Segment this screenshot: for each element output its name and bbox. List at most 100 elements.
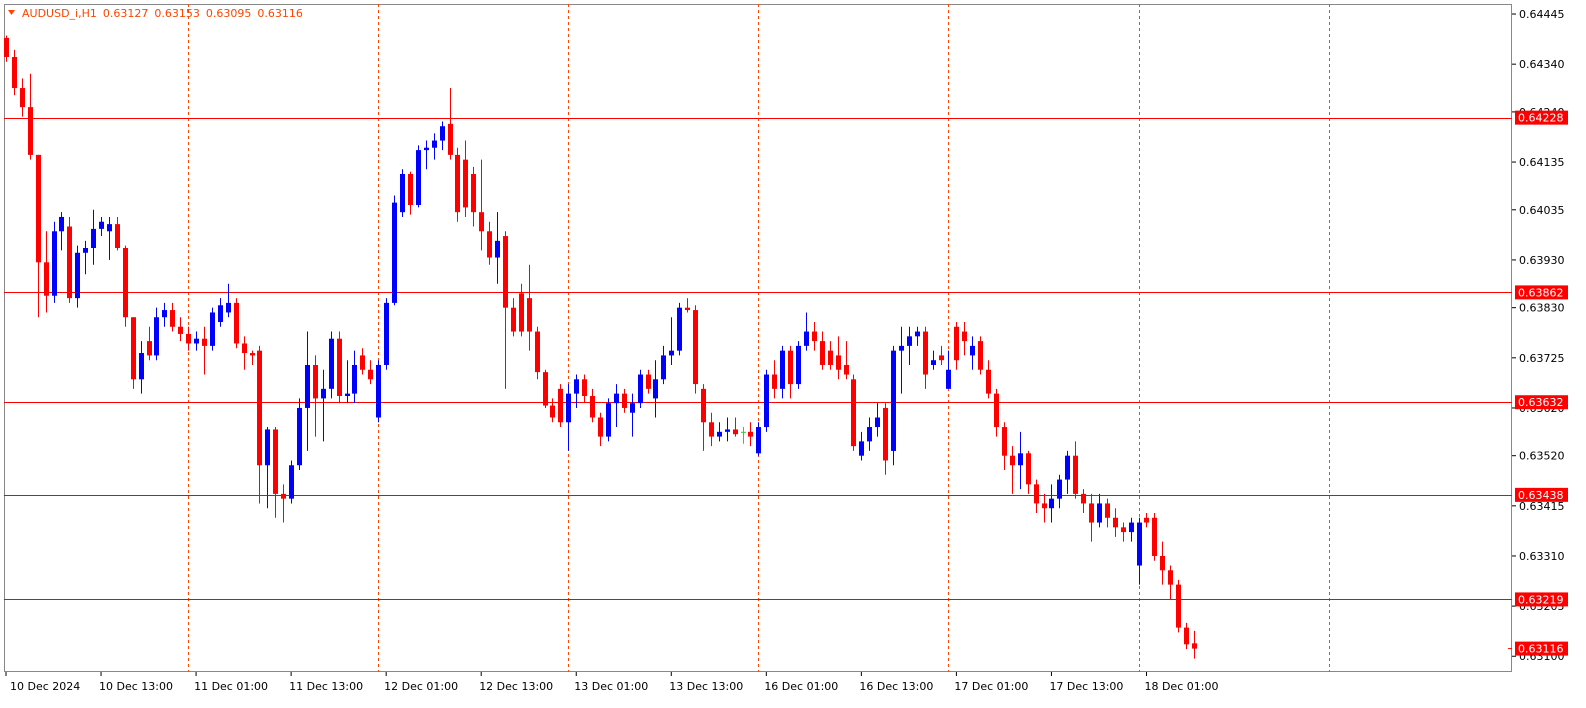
candle-body	[606, 403, 611, 437]
candle-body	[503, 236, 508, 308]
candle-body	[883, 407, 888, 461]
candle-body	[978, 341, 983, 370]
candle-body	[1089, 503, 1094, 523]
candle-body	[653, 379, 658, 399]
candle-body	[440, 126, 445, 141]
candle-body	[915, 331, 920, 337]
candle-body	[448, 123, 453, 155]
price-label-box	[1515, 110, 1568, 125]
candle-body	[487, 231, 492, 258]
candle-body	[52, 231, 57, 296]
candle-body	[210, 312, 215, 346]
candle-body	[265, 429, 270, 466]
candle-body	[226, 302, 231, 313]
y-tick-label: 0.64445	[1519, 8, 1565, 21]
candle-body	[20, 88, 25, 108]
candle-body	[519, 293, 524, 332]
price-label-box	[1515, 592, 1568, 607]
header-value: 0.63127	[103, 7, 149, 20]
price-label: 0.63116	[1518, 643, 1564, 656]
candle-body	[289, 465, 294, 499]
candle-body	[598, 417, 603, 437]
price-label-box	[1515, 641, 1568, 656]
candle-body	[693, 310, 698, 385]
candle-body	[424, 147, 429, 151]
candle-body	[669, 350, 674, 356]
candle-body	[1152, 517, 1157, 556]
candle-body	[139, 353, 144, 380]
candle-body	[820, 341, 825, 365]
chart-header: AUDUSD_i,H1 0.63127 0.63153 0.63095 0.63116	[22, 7, 303, 20]
candle-body	[748, 431, 753, 437]
candle-body	[511, 307, 516, 332]
candle-body	[1160, 555, 1165, 571]
candle-body	[970, 345, 975, 356]
y-tick-label: 0.64035	[1519, 204, 1565, 217]
x-tick-label: 17 Dec 13:00	[1049, 680, 1123, 693]
candle-body	[1010, 455, 1015, 466]
candle-body	[622, 393, 627, 408]
candle-body	[107, 224, 112, 232]
candle-body	[131, 317, 136, 380]
candle-body	[242, 343, 247, 354]
candle-body	[543, 372, 548, 406]
candle-body	[946, 369, 951, 389]
candle-body	[875, 417, 880, 428]
y-tick-label: 0.63830	[1519, 302, 1565, 315]
candle-body	[677, 307, 682, 351]
candle-body	[154, 317, 159, 356]
candle-body	[28, 107, 33, 155]
candle-body	[772, 374, 777, 389]
candle-body	[1057, 479, 1062, 499]
candle-body	[630, 403, 635, 413]
candle-body	[234, 302, 239, 344]
candle-body	[147, 341, 152, 356]
candle-body	[685, 307, 690, 311]
candle-body	[1168, 570, 1173, 585]
candle-body	[899, 345, 904, 351]
candle-body	[368, 369, 373, 380]
candle-body	[455, 154, 460, 213]
x-tick-label: 10 Dec 2024	[10, 680, 80, 693]
x-tick-label: 11 Dec 01:00	[194, 680, 268, 693]
candle-body	[709, 422, 714, 437]
candle-body	[337, 338, 342, 397]
candle-body	[250, 353, 255, 356]
axis-layer: 0.644450.643400.642400.641350.640350.639…	[5, 8, 1568, 693]
candle-body	[463, 159, 468, 208]
candle-body	[550, 405, 555, 418]
x-tick-label: 16 Dec 13:00	[859, 680, 933, 693]
candle-body	[75, 252, 80, 299]
candle-body	[1129, 522, 1134, 533]
candle-body	[788, 350, 793, 385]
x-tick-label: 12 Dec 13:00	[479, 680, 553, 693]
candle-body	[1176, 584, 1181, 628]
candle-body	[804, 331, 809, 346]
price-label: 0.63632	[1518, 396, 1564, 409]
candle-body	[923, 331, 928, 375]
candle-body	[416, 150, 421, 206]
candle-body	[1002, 427, 1007, 456]
candle-body	[345, 393, 350, 397]
candle-body	[1113, 517, 1118, 528]
price-label: 0.63438	[1518, 489, 1564, 502]
y-tick-label: 0.63415	[1519, 500, 1565, 513]
candle-body	[194, 338, 199, 344]
candle-body	[321, 388, 326, 399]
header-value: 0.63153	[154, 7, 200, 20]
candle-body	[170, 310, 175, 327]
candle-body	[218, 305, 223, 323]
candle-body	[400, 173, 405, 213]
candle-body	[257, 350, 262, 466]
candle-body	[828, 350, 833, 365]
candle-body	[392, 202, 397, 303]
symbol-menu-arrow[interactable]	[8, 10, 15, 15]
price-label-box	[1515, 285, 1568, 300]
candle-body	[360, 355, 365, 370]
header-value: 0.63095	[206, 7, 252, 20]
candle-body	[1144, 517, 1149, 523]
candle-body	[1121, 527, 1126, 533]
candle-body	[836, 355, 841, 370]
y-tick-label: 0.64135	[1519, 156, 1565, 169]
